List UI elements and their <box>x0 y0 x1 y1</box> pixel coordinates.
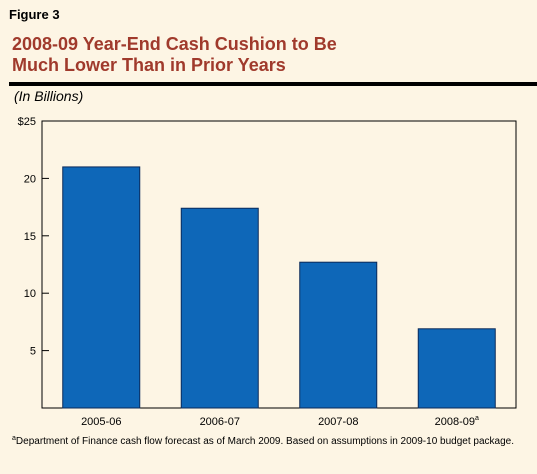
x-tick-superscript: a <box>475 415 479 422</box>
x-tick-label: 2005-06 <box>81 416 121 428</box>
plot-frame <box>41 120 517 409</box>
units-label: (In Billions) <box>14 88 84 104</box>
chart-title-line-2: Much Lower Than in Prior Years <box>12 55 286 75</box>
footnote: aDepartment of Finance cash flow forecas… <box>12 435 527 448</box>
y-tick-label: $25 <box>18 116 36 128</box>
y-tick-label: 10 <box>24 288 36 300</box>
y-tick-label: 15 <box>24 231 36 243</box>
y-tick-label: 20 <box>24 173 36 185</box>
figure-label: Figure 3 <box>9 7 60 22</box>
footnote-text: Department of Finance cash flow forecast… <box>15 436 514 447</box>
title-divider <box>9 82 537 86</box>
x-tick-label: 2008-09a <box>435 415 479 428</box>
bar <box>62 166 141 409</box>
x-tick-label: 2006-07 <box>200 416 240 428</box>
bar <box>417 328 496 409</box>
bar <box>180 207 259 409</box>
chart-title: 2008-09 Year-End Cash Cushion to Be Much… <box>12 34 512 76</box>
footnote-marker: a <box>12 435 16 442</box>
bar <box>299 261 378 409</box>
x-tick-label: 2007-08 <box>318 416 358 428</box>
y-tick-label: 5 <box>30 346 36 358</box>
chart-title-line-1: 2008-09 Year-End Cash Cushion to Be <box>12 34 337 54</box>
